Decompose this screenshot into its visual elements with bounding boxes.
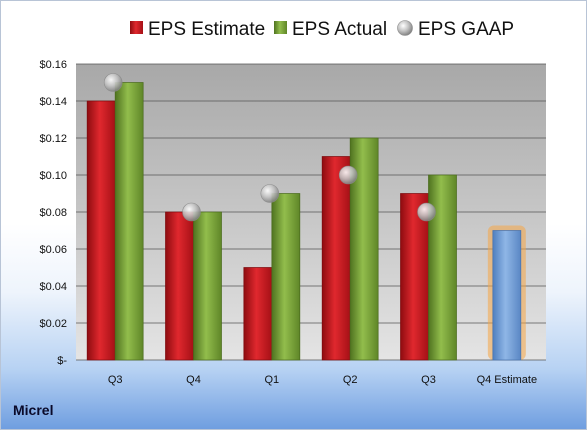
bar-eps-estimate <box>243 267 273 361</box>
y-tick-label: $0.02 <box>39 318 67 330</box>
bar-eps-actual <box>271 193 301 361</box>
y-tick-label: $0.16 <box>39 59 67 71</box>
y-tick-label: $0.06 <box>39 244 67 256</box>
bar-eps-estimate <box>400 193 429 361</box>
x-tick-label: Q3 <box>421 374 436 386</box>
bar-eps-estimate <box>86 100 116 361</box>
marker-eps-gaap <box>338 165 358 185</box>
bar-eps-actual <box>349 137 379 361</box>
legend: EPS Estimate EPS Actual EPS GAAP <box>130 19 514 40</box>
bar-eps-estimate <box>165 211 194 361</box>
bar-eps-actual <box>193 211 222 361</box>
x-tick-label: Q2 <box>343 374 358 386</box>
marker-eps-gaap <box>260 184 280 203</box>
x-tick-label: Q1 <box>264 374 279 386</box>
y-tick-label: $0.12 <box>39 133 67 145</box>
marker-eps-gaap <box>417 202 436 222</box>
y-tick-label: $0.08 <box>39 207 67 219</box>
marker-eps-gaap <box>182 202 201 222</box>
y-axis: $- $0.02 $0.04 $0.06 $0.08 $0.10 $0.12 $0.14 $0.… <box>39 59 67 367</box>
bar-eps-actual <box>428 174 457 361</box>
y-tick-label: $0.10 <box>39 170 67 182</box>
legend-marker-eps-gaap <box>397 20 413 36</box>
y-tick-label: $- <box>57 355 67 367</box>
gaap-markers <box>103 73 436 222</box>
x-tick-label: Q4 Estimate <box>477 374 538 386</box>
legend-label-eps-gaap: EPS GAAP <box>418 19 514 40</box>
bar-eps-actual <box>114 82 144 361</box>
marker-eps-gaap <box>103 73 123 92</box>
bar-eps-estimate-future <box>492 230 522 361</box>
company-name: Micrel <box>13 402 54 418</box>
bar-eps-estimate <box>321 156 351 361</box>
y-tick-label: $0.04 <box>39 281 67 293</box>
grid-lines <box>76 63 546 361</box>
y-tick-label: $0.14 <box>39 96 67 108</box>
x-tick-label: Q4 <box>186 374 201 386</box>
legend-label-eps-estimate: EPS Estimate <box>148 19 265 40</box>
x-tick-label: Q3 <box>108 374 123 386</box>
legend-swatch-eps-estimate <box>130 21 143 34</box>
legend-swatch-eps-actual <box>274 21 287 34</box>
x-axis: Q3 Q4 Q1 Q2 Q3 Q4 Estimate <box>108 374 537 386</box>
legend-label-eps-actual: EPS Actual <box>292 19 387 40</box>
bars <box>86 82 526 361</box>
